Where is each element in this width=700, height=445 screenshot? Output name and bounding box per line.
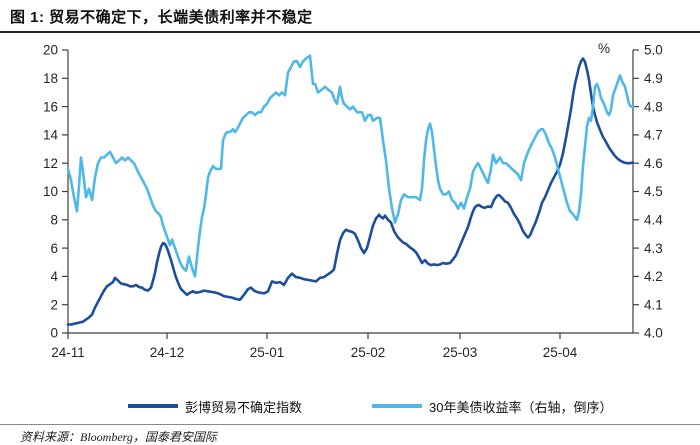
- svg-text:16: 16: [43, 99, 58, 114]
- svg-text:12: 12: [43, 156, 58, 171]
- legend-swatch-light-line: [372, 404, 422, 408]
- svg-text:4.5: 4.5: [644, 184, 663, 199]
- svg-text:24-12: 24-12: [150, 345, 185, 360]
- legend-label: 30年美债收益率（右轴，倒序）: [429, 399, 613, 415]
- svg-text:0: 0: [50, 326, 58, 341]
- svg-text:14: 14: [43, 128, 59, 143]
- svg-text:4.4: 4.4: [644, 213, 663, 228]
- chart-legend: 彭博贸易不确定指数 30年美债收益率（右轴，倒序）: [0, 397, 700, 415]
- legend-label: 彭博贸易不确定指数: [185, 399, 303, 415]
- svg-text:4.6: 4.6: [644, 156, 663, 171]
- svg-text:25-02: 25-02: [351, 345, 386, 360]
- legend-swatch-dark-line: [128, 404, 178, 408]
- svg-text:25-04: 25-04: [543, 345, 578, 360]
- svg-text:24-11: 24-11: [51, 345, 85, 360]
- legend-item-30y-yield: 30年美债收益率（右轴，倒序）: [372, 397, 612, 415]
- svg-text:4.9: 4.9: [644, 71, 663, 86]
- svg-text:6: 6: [50, 241, 58, 256]
- svg-text:2: 2: [50, 297, 58, 312]
- svg-text:%: %: [598, 41, 610, 56]
- svg-text:10: 10: [43, 184, 58, 199]
- chart-title: 图 1: 贸易不确定下，长端美债利率并不稳定: [10, 9, 313, 26]
- svg-text:18: 18: [43, 71, 58, 86]
- svg-text:25-01: 25-01: [250, 345, 285, 360]
- svg-text:4.7: 4.7: [644, 128, 663, 143]
- svg-text:25-03: 25-03: [443, 345, 478, 360]
- svg-text:4.0: 4.0: [644, 326, 663, 341]
- footer-divider: [0, 424, 700, 425]
- svg-text:20: 20: [43, 43, 58, 58]
- svg-text:4.2: 4.2: [644, 269, 663, 284]
- svg-text:8: 8: [50, 213, 58, 228]
- svg-text:4.8: 4.8: [644, 99, 663, 114]
- svg-text:4.1: 4.1: [644, 297, 663, 312]
- source-note: 资料来源：Bloomberg，国泰君安国际: [20, 430, 217, 444]
- svg-text:4: 4: [50, 269, 58, 284]
- svg-text:5.0: 5.0: [644, 43, 663, 58]
- svg-text:4.3: 4.3: [644, 241, 663, 256]
- legend-item-trade-uncertainty: 彭博贸易不确定指数: [128, 397, 302, 415]
- title-divider: [0, 31, 700, 33]
